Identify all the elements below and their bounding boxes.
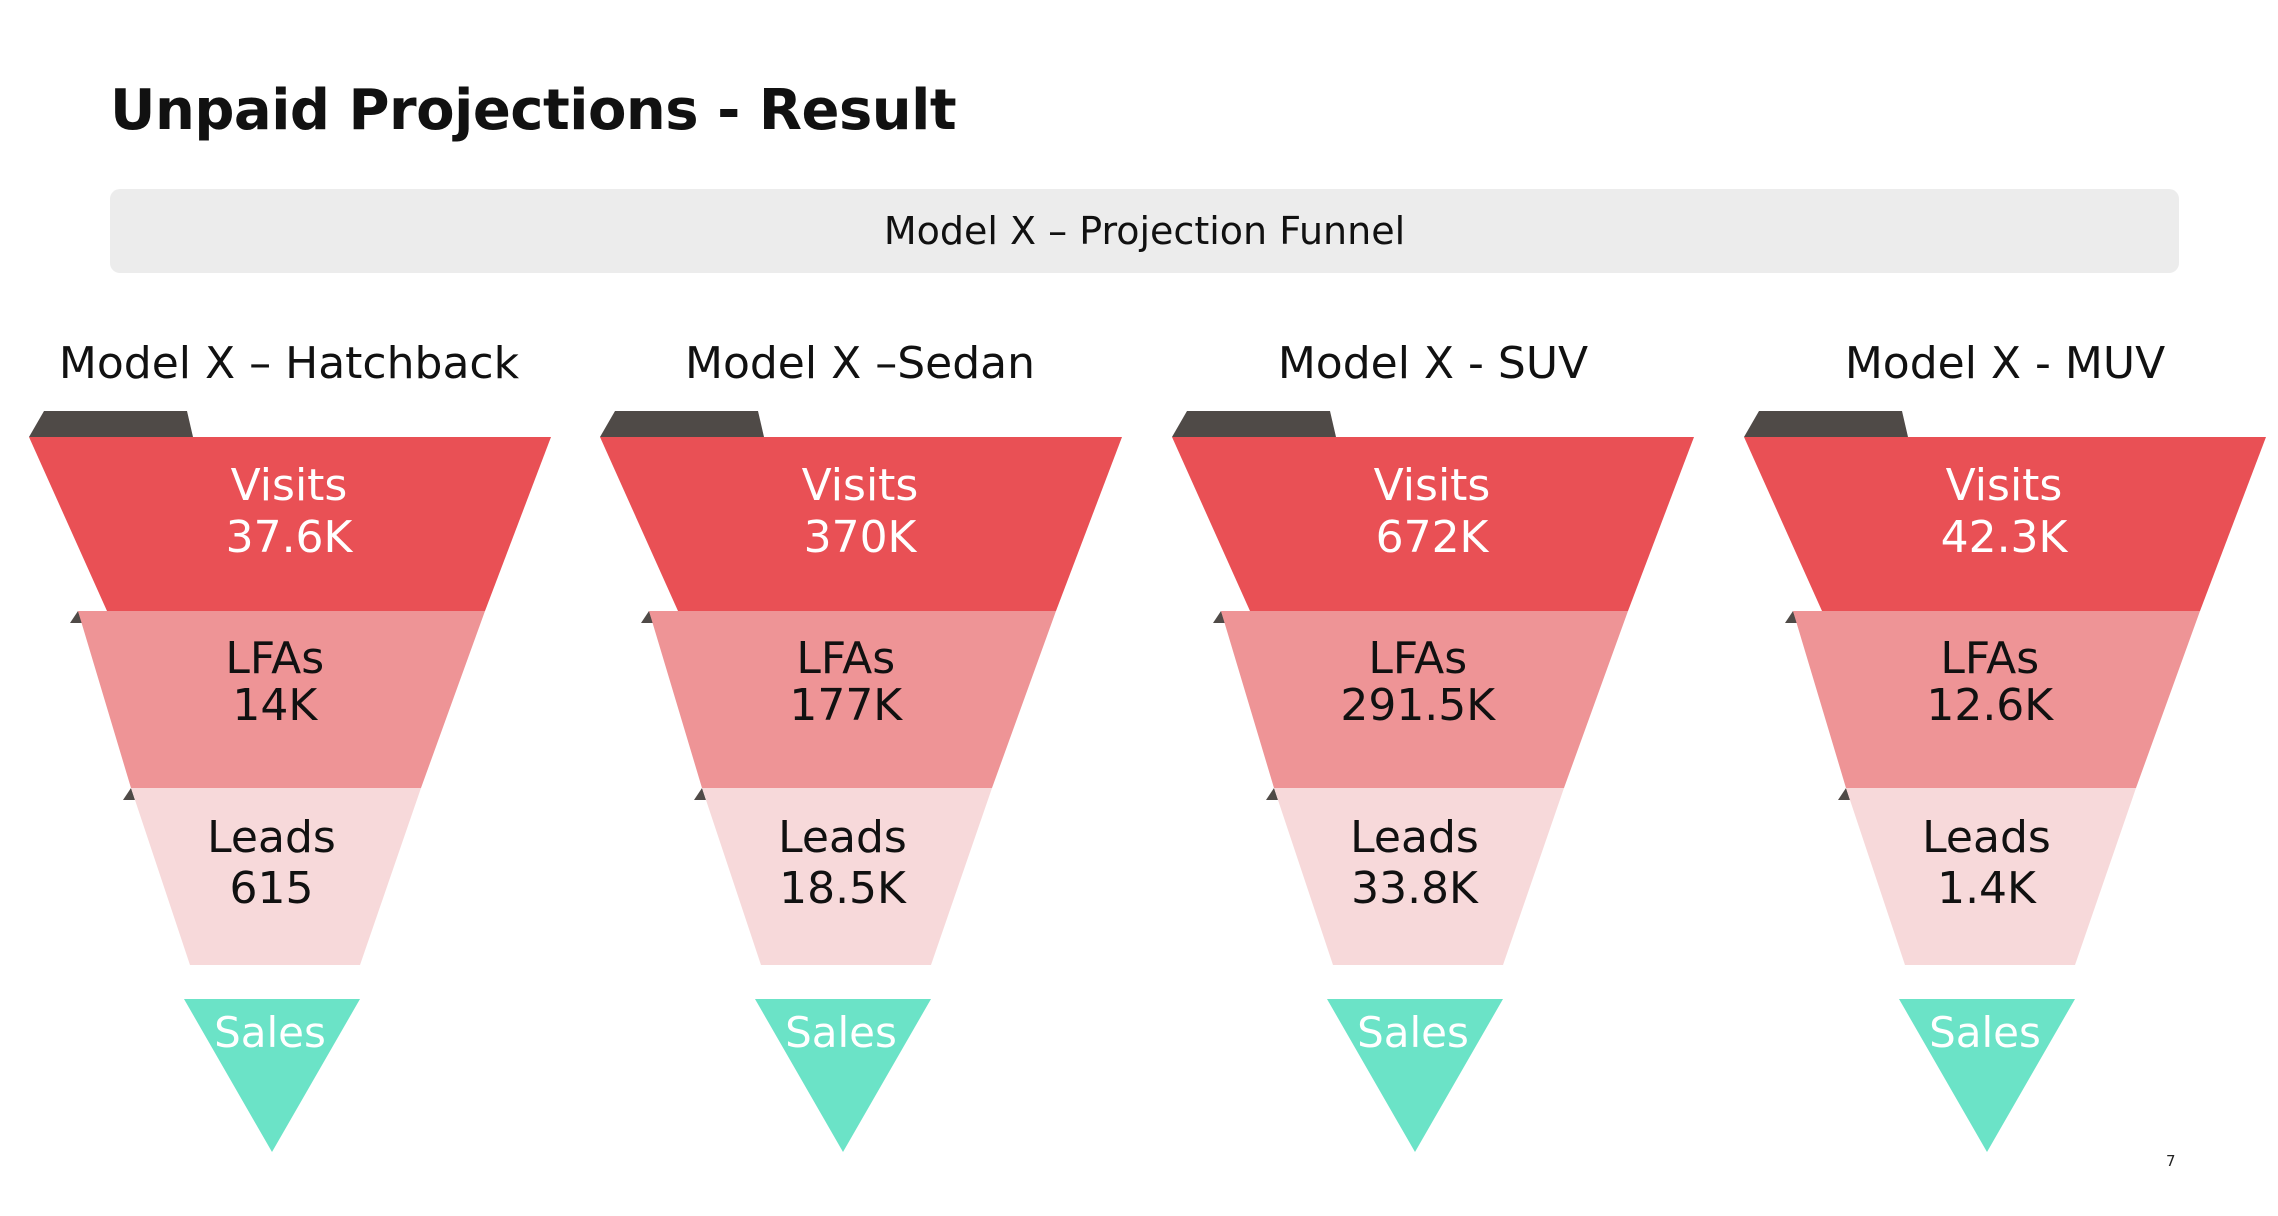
stage-visits-label: Visits [231,460,348,511]
stage-lfas-value: 177K [789,680,903,731]
stage-leads-value: 18.5K [779,863,907,914]
funnel-title-sedan: Model X –Sedan [684,338,1035,389]
stage-sales [755,999,931,1152]
stage-lfas [1221,611,1628,788]
stage-sales-label: Sales [214,1008,326,1057]
stage-lfas-value: 14K [232,680,318,731]
funnel-tab [1172,411,1336,437]
stage-lfas-label: LFAs [225,633,324,684]
funnel-title-hatchback: Model X – Hatchback [58,338,520,389]
stage-sales [1327,999,1503,1152]
stage-leads-label: Leads [778,812,907,863]
stage-visits [1744,437,2266,611]
stage-leads [131,788,421,965]
stage-visits-label: Visits [1946,460,2063,511]
page-number: 7 [2166,1152,2176,1170]
stage-visits [1172,437,1694,611]
stage-lfas [1793,611,2200,788]
funnel-tab [29,411,193,437]
stage-visits [29,437,551,611]
funnel-tab [600,411,764,437]
stage-sales-label: Sales [1929,1008,2041,1057]
stage-lfas-label: LFAs [1368,633,1467,684]
funnel-tab [1744,411,1908,437]
stage-lfas [649,611,1056,788]
stage-lfas-value: 12.6K [1926,680,2054,731]
stage-lfas [78,611,485,788]
funnel-title-suv: Model X - SUV [1277,338,1589,389]
stage-leads [702,788,992,965]
funnel-banner: Model X – Projection Funnel [110,189,2179,273]
stage-leads-label: Leads [1922,812,2051,863]
stage-leads-label: Leads [1350,812,1479,863]
stage-visits-value: 37.6K [226,512,354,563]
stage-lfas-label: LFAs [1940,633,2039,684]
stage-visits-label: Visits [802,460,919,511]
stage-visits [600,437,1122,611]
stage-lfas-value: 291.5K [1340,680,1496,731]
stage-visits-value: 370K [804,512,918,563]
stage-visits-label: Visits [1374,460,1491,511]
stage-sales-label: Sales [1357,1008,1469,1057]
stage-sales [184,999,360,1152]
stage-leads-value: 615 [230,863,314,914]
banner-text: Model X – Projection Funnel [883,209,1406,253]
stage-leads [1846,788,2136,965]
stage-visits-value: 42.3K [1941,512,2069,563]
stage-leads [1274,788,1564,965]
stage-leads-value: 1.4K [1937,863,2037,914]
stage-sales-label: Sales [785,1008,897,1057]
stage-leads-value: 33.8K [1351,863,1479,914]
stage-visits-value: 672K [1376,512,1490,563]
stage-sales [1899,999,2075,1152]
stage-lfas-label: LFAs [796,633,895,684]
funnel-title-muv: Model X - MUV [1844,338,2166,389]
page-title: Unpaid Projections - Result [110,78,957,143]
stage-leads-label: Leads [207,812,336,863]
